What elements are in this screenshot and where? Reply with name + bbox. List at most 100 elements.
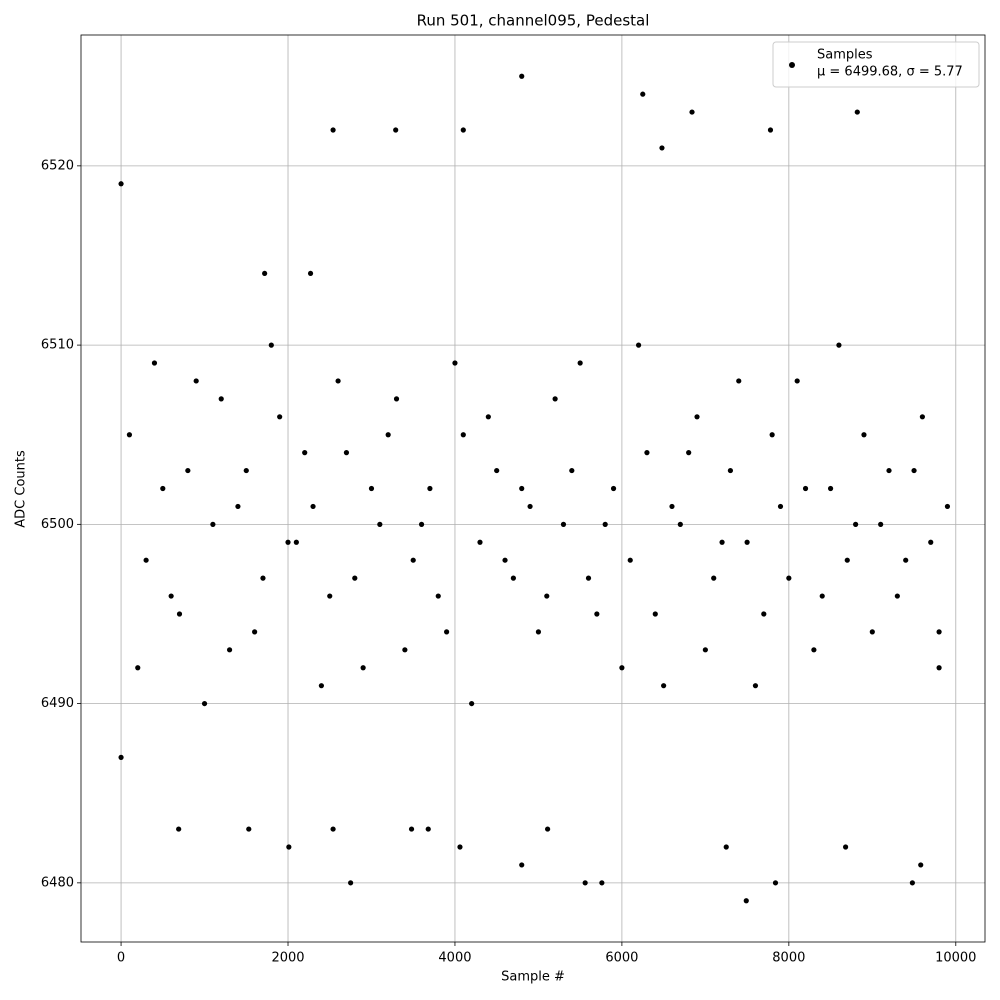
chart-title: Run 501, channel095, Pedestal — [417, 12, 650, 30]
point — [560, 521, 567, 527]
point — [944, 503, 951, 510]
point — [510, 575, 516, 581]
point — [460, 127, 466, 133]
point — [385, 432, 391, 438]
point — [627, 557, 633, 563]
point — [235, 503, 241, 510]
point — [485, 414, 491, 420]
point — [843, 844, 849, 850]
point — [160, 485, 166, 492]
point — [427, 485, 433, 492]
x-tick-label: 2000 — [271, 951, 304, 966]
legend-marker — [789, 62, 795, 68]
point — [410, 557, 416, 563]
point — [919, 414, 925, 420]
point — [886, 467, 892, 474]
point — [694, 414, 700, 420]
point — [393, 127, 399, 133]
point — [377, 521, 383, 527]
point — [262, 270, 268, 277]
x-tick-label: 6000 — [605, 951, 638, 966]
point — [723, 844, 729, 850]
point — [535, 629, 542, 635]
point — [444, 629, 450, 635]
point — [135, 665, 141, 671]
point — [854, 109, 860, 115]
legend: Samples μ = 6499.68, σ = 5.77 — [772, 41, 980, 88]
point — [118, 754, 124, 760]
point — [335, 378, 341, 384]
point — [252, 629, 258, 635]
point — [168, 593, 174, 599]
point — [786, 575, 792, 581]
point — [911, 467, 917, 474]
point — [477, 539, 483, 545]
point — [836, 342, 842, 348]
point — [652, 611, 658, 617]
point — [277, 414, 283, 420]
point — [903, 557, 909, 563]
points — [118, 73, 951, 904]
point — [640, 91, 646, 97]
point — [702, 647, 708, 653]
point — [736, 378, 742, 384]
point — [744, 539, 750, 545]
y-axis-label: ADC Counts — [14, 450, 29, 528]
point — [878, 521, 884, 527]
point — [176, 611, 183, 617]
point — [599, 880, 605, 886]
point — [452, 360, 458, 366]
point — [545, 826, 551, 832]
point — [210, 521, 216, 527]
point — [819, 593, 825, 599]
point — [777, 503, 784, 510]
legend-box — [772, 41, 980, 88]
point — [151, 360, 158, 366]
point — [802, 485, 809, 492]
point — [936, 665, 942, 671]
point — [772, 880, 779, 886]
point — [243, 467, 249, 474]
point — [761, 611, 767, 617]
point — [343, 450, 350, 456]
point — [659, 145, 665, 151]
point — [118, 181, 124, 187]
point — [126, 432, 133, 438]
grid — [81, 35, 985, 942]
point — [619, 665, 625, 671]
point — [928, 539, 934, 545]
x-axis-label: Sample # — [501, 970, 565, 985]
point — [918, 862, 924, 868]
point — [743, 898, 749, 904]
point — [689, 109, 695, 115]
plot-frame — [80, 34, 986, 943]
point — [677, 521, 683, 527]
y-tick-label: 6480 — [41, 875, 74, 890]
point — [577, 360, 583, 366]
point — [811, 647, 817, 653]
point — [330, 826, 336, 832]
y-tick-label: 6520 — [41, 158, 74, 173]
point — [185, 467, 191, 474]
point — [494, 467, 500, 474]
point — [582, 880, 588, 886]
point — [894, 593, 900, 599]
point — [360, 665, 366, 671]
point — [527, 503, 533, 510]
point — [330, 127, 336, 133]
point — [727, 467, 734, 474]
point — [260, 575, 266, 581]
point — [246, 826, 252, 832]
point — [285, 539, 291, 545]
point — [853, 521, 859, 527]
point — [544, 593, 550, 599]
point — [869, 629, 875, 635]
point — [302, 450, 308, 456]
point — [519, 485, 525, 492]
point — [686, 450, 692, 456]
point — [368, 485, 375, 492]
point — [408, 826, 415, 832]
point — [143, 557, 149, 563]
